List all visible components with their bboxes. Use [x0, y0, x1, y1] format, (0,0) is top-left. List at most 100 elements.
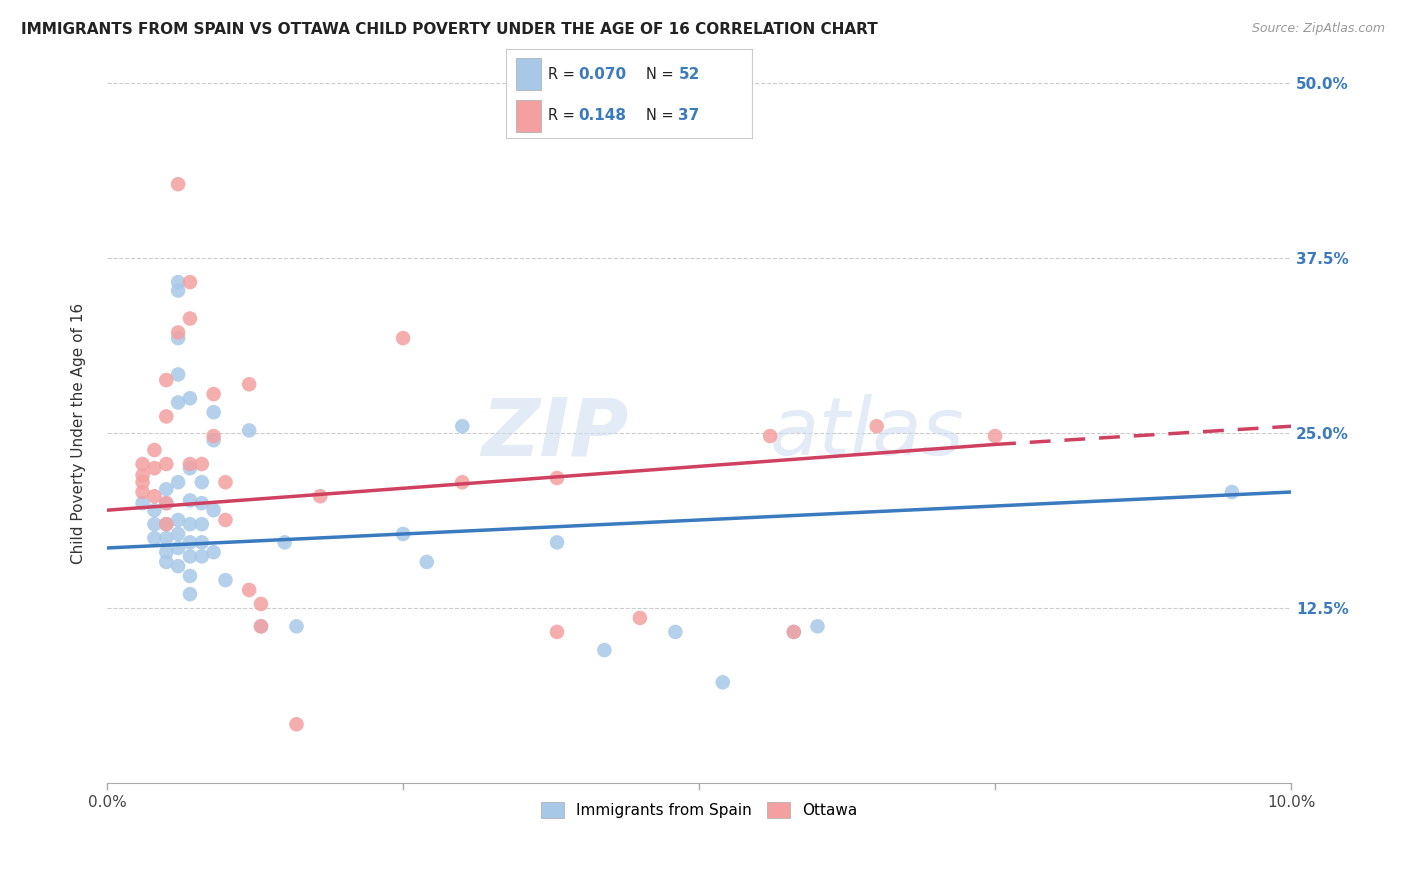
Point — [984, 429, 1007, 443]
Point — [179, 391, 201, 405]
Point — [179, 311, 201, 326]
Point — [155, 517, 177, 532]
Point — [546, 535, 568, 549]
Point — [202, 429, 225, 443]
Point — [191, 549, 214, 564]
Point — [451, 419, 474, 434]
Point — [167, 513, 190, 527]
Point — [309, 489, 332, 503]
Text: N =: N = — [647, 109, 679, 123]
Point — [392, 331, 415, 345]
Text: 37: 37 — [678, 109, 700, 123]
Point — [191, 475, 214, 490]
Point — [783, 624, 806, 639]
Text: R =: R = — [548, 109, 583, 123]
Point — [214, 513, 236, 527]
Point — [285, 619, 308, 633]
Point — [155, 409, 177, 424]
Point — [191, 535, 214, 549]
Point — [167, 177, 190, 191]
Point — [167, 541, 190, 555]
Point — [238, 377, 260, 392]
Point — [179, 535, 201, 549]
Point — [167, 326, 190, 340]
Point — [628, 611, 651, 625]
Point — [155, 496, 177, 510]
Point — [179, 587, 201, 601]
Bar — [516, 59, 540, 90]
Point — [143, 461, 166, 475]
Point — [214, 475, 236, 490]
Point — [167, 331, 190, 345]
Point — [179, 457, 201, 471]
Point — [143, 517, 166, 532]
Point — [167, 559, 190, 574]
Text: 0.070: 0.070 — [579, 67, 627, 81]
Point — [131, 468, 153, 483]
Text: R =: R = — [548, 67, 579, 81]
Point — [759, 429, 782, 443]
Point — [664, 624, 686, 639]
Point — [155, 457, 177, 471]
Point — [546, 624, 568, 639]
Point — [167, 527, 190, 541]
Point — [167, 368, 190, 382]
Point — [392, 527, 415, 541]
Text: Source: ZipAtlas.com: Source: ZipAtlas.com — [1251, 22, 1385, 36]
Point — [191, 517, 214, 532]
Point — [711, 675, 734, 690]
Point — [250, 619, 273, 633]
Point — [250, 597, 273, 611]
Point — [179, 493, 201, 508]
Point — [155, 496, 177, 510]
Point — [155, 517, 177, 532]
Point — [179, 517, 201, 532]
Point — [250, 619, 273, 633]
Point — [214, 573, 236, 587]
Point — [238, 424, 260, 438]
Point — [416, 555, 439, 569]
Point — [191, 457, 214, 471]
Point — [202, 434, 225, 448]
Point — [143, 503, 166, 517]
Bar — [516, 101, 540, 132]
Point — [451, 475, 474, 490]
Point — [202, 545, 225, 559]
Point — [143, 489, 166, 503]
Point — [202, 387, 225, 401]
Point — [202, 503, 225, 517]
Point — [593, 643, 616, 657]
Text: N =: N = — [647, 67, 679, 81]
Point — [866, 419, 889, 434]
Point — [202, 405, 225, 419]
Point — [179, 569, 201, 583]
Point — [131, 496, 153, 510]
Point — [238, 582, 260, 597]
Point — [167, 395, 190, 409]
Text: IMMIGRANTS FROM SPAIN VS OTTAWA CHILD POVERTY UNDER THE AGE OF 16 CORRELATION CH: IMMIGRANTS FROM SPAIN VS OTTAWA CHILD PO… — [21, 22, 877, 37]
Point — [1220, 485, 1243, 500]
Y-axis label: Child Poverty Under the Age of 16: Child Poverty Under the Age of 16 — [72, 302, 86, 564]
Point — [155, 555, 177, 569]
Point — [191, 496, 214, 510]
Point — [143, 443, 166, 458]
Point — [131, 475, 153, 490]
Point — [131, 457, 153, 471]
Point — [167, 475, 190, 490]
Point — [273, 535, 295, 549]
Point — [285, 717, 308, 731]
Point — [167, 284, 190, 298]
Point — [155, 482, 177, 496]
Legend: Immigrants from Spain, Ottawa: Immigrants from Spain, Ottawa — [534, 797, 863, 824]
Point — [783, 624, 806, 639]
Point — [155, 373, 177, 387]
Point — [167, 275, 190, 289]
Point — [806, 619, 828, 633]
Text: ZIP: ZIP — [481, 394, 628, 472]
Point — [155, 545, 177, 559]
Point — [143, 531, 166, 545]
Text: 0.148: 0.148 — [579, 109, 627, 123]
Text: atlas: atlas — [770, 394, 965, 472]
Point — [155, 531, 177, 545]
Point — [131, 485, 153, 500]
